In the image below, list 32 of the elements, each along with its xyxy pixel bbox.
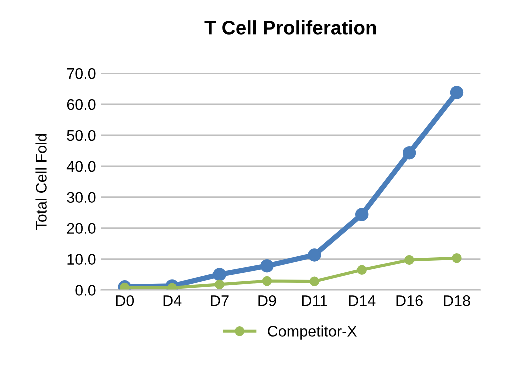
y-tick-label: 40.0 xyxy=(66,161,96,172)
point xyxy=(262,276,272,286)
y-axis-title: Total Cell Fold xyxy=(36,134,47,230)
y-tick-label: 30.0 xyxy=(67,192,96,204)
point xyxy=(450,86,464,100)
point xyxy=(260,260,274,273)
point xyxy=(214,280,225,290)
x-tick-label: D18 xyxy=(444,296,470,306)
y-tick-label: 50.0 xyxy=(67,130,96,142)
chart-title: T Cell Proliferation xyxy=(204,20,376,35)
point xyxy=(357,265,367,275)
point xyxy=(167,283,178,290)
x-tick-label: D4 xyxy=(164,296,182,306)
x-tick-label: D7 xyxy=(211,296,229,306)
x-tick-label: D16 xyxy=(396,296,423,306)
y-tick-label: 20.0 xyxy=(67,223,96,234)
point xyxy=(452,254,462,264)
point xyxy=(308,248,322,262)
point xyxy=(213,268,226,282)
y-tick-label: 70.0 xyxy=(67,68,96,80)
point xyxy=(356,208,369,222)
y-tick-label: 0.0 xyxy=(76,285,96,296)
y-tick-label: 10.0 xyxy=(68,254,96,265)
x-tick-label: D0 xyxy=(116,296,134,306)
y-tick-label: 60.0 xyxy=(67,99,96,110)
x-tick-label: D9 xyxy=(258,296,276,306)
x-tick-label: D14 xyxy=(349,296,376,306)
point xyxy=(402,146,416,160)
x-tick-label: D11 xyxy=(302,296,328,306)
point xyxy=(404,255,414,266)
point xyxy=(310,276,320,286)
legend-label: Competitor-X xyxy=(268,326,358,340)
